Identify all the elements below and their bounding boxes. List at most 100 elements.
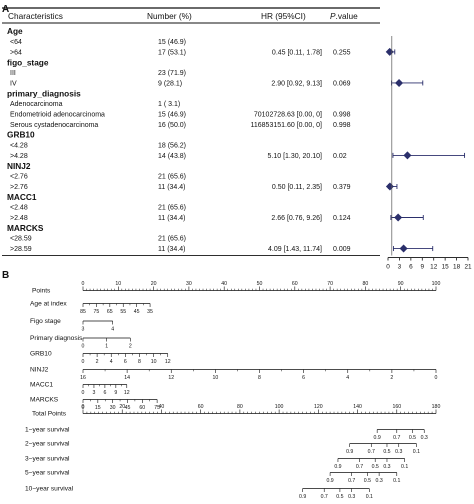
- nomogram-tick-label: 0.9: [346, 449, 353, 455]
- nomogram-tick-label: 45: [125, 405, 131, 411]
- nomogram-tick-label: 0.7: [393, 435, 400, 441]
- nomogram-tick-label: 4: [346, 375, 349, 381]
- p-value: 0.02: [333, 153, 347, 160]
- level-label: >4.28: [10, 153, 28, 160]
- nomogram-tick-label: 0: [82, 281, 85, 287]
- panel-a-label: A: [2, 4, 9, 15]
- nomogram-tick-label: 3: [92, 390, 95, 396]
- nomogram-tick-label: 0.5: [409, 435, 416, 441]
- nomogram-tick-label: 180: [432, 404, 441, 410]
- nomogram-tick-label: 20: [151, 281, 157, 287]
- level-label: <64: [10, 39, 22, 46]
- p-value: 0.379: [333, 184, 351, 191]
- level-label: >2.48: [10, 215, 28, 222]
- nomogram-tick-label: 0.3: [395, 449, 402, 455]
- nomogram-row-label: Figo stage: [30, 318, 61, 325]
- level-label: <28.59: [10, 236, 32, 243]
- nomogram-tick-label: 10: [151, 359, 157, 365]
- nomogram-tick-label: 0.9: [326, 478, 333, 484]
- hr-ci-text: 0.45 [0.11, 1.78]: [272, 49, 322, 56]
- nomogram-tick-label: 30: [186, 281, 192, 287]
- hr-ci-text: 4.09 [1.43, 11.74]: [268, 246, 322, 253]
- nomogram-row-label: Points: [32, 288, 51, 295]
- level-label: >28.59: [10, 246, 32, 253]
- forest-x-tick-label: 12: [430, 264, 438, 271]
- nomogram-tick-label: 85: [80, 309, 86, 315]
- nomogram-tick-label: 0: [82, 344, 85, 350]
- count-percent: 9 (28.1): [158, 80, 182, 87]
- group-label: GRB10: [7, 130, 35, 140]
- nomogram-row-label: 3−year survival: [25, 456, 70, 463]
- count-percent: 15 (46.9): [158, 39, 186, 46]
- p-value: 0.124: [333, 215, 351, 222]
- hr-ci-text: 2.90 [0.92, 9.13]: [271, 80, 322, 87]
- hr-ci-text: 5.10 [1.30, 20.10]: [268, 153, 323, 160]
- nomogram-tick-label: 2: [390, 375, 393, 381]
- nomogram-row-label: Total Points: [32, 411, 67, 418]
- hr-ci-text: 70102728.63 [0.00, 0]: [254, 112, 322, 119]
- level-label: <2.48: [10, 205, 28, 212]
- nomogram-tick-label: 0.9: [299, 494, 306, 500]
- level-label: <2.76: [10, 174, 28, 181]
- level-label: Adenocarcinoma: [10, 101, 63, 108]
- nomogram-tick-label: 60: [139, 405, 145, 411]
- group-label: MARCKS: [7, 223, 44, 233]
- level-label: IV: [10, 80, 17, 87]
- nomogram-tick-label: 16: [80, 375, 86, 381]
- forest-x-tick-label: 15: [442, 264, 450, 271]
- hr-point: [395, 78, 404, 87]
- forest-x-tick-label: 21: [464, 264, 472, 271]
- level-label: III: [10, 70, 16, 77]
- nomogram-tick-label: 8: [138, 359, 141, 365]
- nomogram-tick-label: 4: [111, 327, 114, 333]
- nomogram-row-label: 10−year survival: [25, 486, 74, 493]
- level-label: Serous cystadenocarcinoma: [10, 122, 98, 129]
- nomogram-tick-label: 0.7: [348, 478, 355, 484]
- header-characteristics: Characteristics: [8, 11, 63, 21]
- nomogram-tick-label: 160: [392, 404, 401, 410]
- nomogram-tick-label: 0: [82, 359, 85, 365]
- nomogram-tick-label: 0.1: [366, 494, 373, 500]
- nomogram-tick-label: 12: [165, 359, 171, 365]
- nomogram-tick-label: 0.7: [321, 494, 328, 500]
- count-percent: 11 (34.4): [158, 215, 186, 222]
- nomogram-tick-label: 0.3: [376, 478, 383, 484]
- count-percent: 23 (71.9): [158, 70, 186, 77]
- nomogram-tick-label: 0.1: [401, 464, 408, 470]
- nomogram-tick-label: 80: [237, 404, 243, 410]
- count-percent: 14 (43.8): [158, 153, 186, 160]
- nomogram-tick-label: 75: [154, 405, 160, 411]
- nomogram-tick-label: 55: [120, 309, 126, 315]
- forest-x-tick-label: 18: [453, 264, 461, 271]
- nomogram-tick-label: 0.5: [383, 449, 390, 455]
- nomogram-tick-label: 75: [94, 309, 100, 315]
- count-percent: 11 (34.4): [158, 184, 186, 191]
- panel-b-label: B: [2, 270, 9, 281]
- nomogram-tick-label: 0: [82, 404, 85, 410]
- group-label: figo_stage: [7, 57, 49, 67]
- nomogram-row-label: Primary diagnosis: [30, 335, 83, 342]
- header-number: Number (%): [147, 11, 192, 21]
- forest-x-tick-label: 3: [398, 264, 402, 271]
- level-label: <4.28: [10, 143, 28, 150]
- nomogram-tick-label: 2: [96, 359, 99, 365]
- nomogram-tick-label: 9: [114, 390, 117, 396]
- nomogram-tick-label: 10: [212, 375, 218, 381]
- header-p-value: P.value: [330, 11, 358, 21]
- nomogram-row-label: Age at index: [30, 301, 67, 308]
- header-hr: HR (95%CI): [261, 11, 306, 21]
- nomogram-tick-label: 140: [353, 404, 362, 410]
- nomogram-tick-label: 8: [258, 375, 261, 381]
- count-percent: 21 (65.6): [158, 205, 186, 212]
- nomogram-tick-label: 0: [82, 405, 85, 411]
- level-label: >64: [10, 49, 22, 56]
- nomogram-tick-label: 60: [292, 281, 298, 287]
- group-label: MACC1: [7, 192, 37, 202]
- group-label: Age: [7, 26, 23, 36]
- p-value: 0.998: [333, 122, 351, 129]
- nomogram-row-label: NINJ2: [30, 367, 49, 374]
- nomogram-tick-label: 6: [124, 359, 127, 365]
- nomogram-tick-label: 35: [147, 309, 153, 315]
